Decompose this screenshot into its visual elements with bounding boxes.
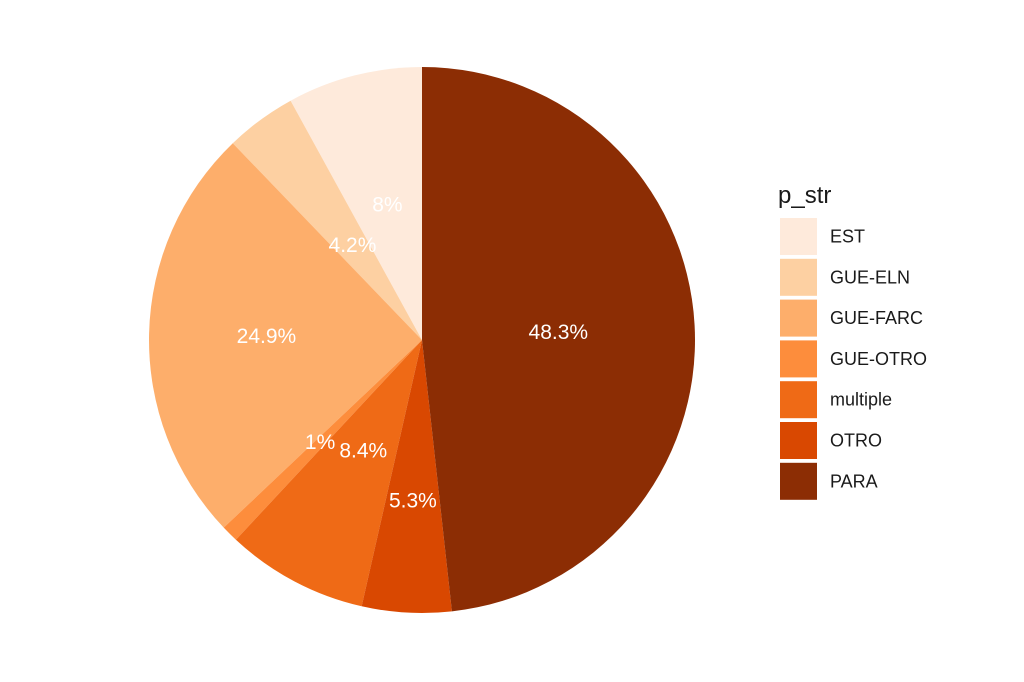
pie-slice-labels: 8% 4.2% 24.9% 1% 8.4% 5.3% 48.3% [237,194,588,513]
legend-label-gue-eln: GUE-ELN [830,267,910,287]
pie-slices [149,67,695,613]
legend: p_str EST GUE-ELN GUE-FARC GUE-OTRO multiple… [778,182,927,500]
slice-label-gue-eln: 4.2% [329,234,377,257]
slice-label-est: 8% [372,194,402,217]
pie-slice-gue-eln [232,100,422,340]
pie-slice-multiple [235,340,422,607]
legend-swatch-est [780,218,817,255]
legend-label-otro: OTRO [830,431,882,451]
legend-items: EST GUE-ELN GUE-FARC GUE-OTRO multiple OTRO PA… [780,218,927,500]
slice-label-para: 48.3% [529,321,589,344]
legend-title: p_str [778,182,831,209]
pie-slice-gue-farc [149,143,422,528]
legend-swatch-otro [780,422,817,459]
legend-swatch-gue-otro [780,340,817,378]
legend-label-multiple: multiple [830,390,892,410]
legend-label-para: PARA [830,471,878,491]
legend-swatch-para [780,462,817,500]
legend-label-gue-otro: GUE-OTRO [830,349,927,369]
pie-slice-est [290,67,422,340]
legend-label-gue-farc: GUE-FARC [830,308,923,328]
legend-swatch-gue-eln [780,258,817,296]
legend-label-est: EST [830,227,865,247]
slice-label-gue-farc: 24.9% [237,325,297,348]
pie-slice-gue-otro [223,340,422,540]
slice-label-gue-otro: 1% [305,431,335,454]
slice-label-otro: 5.3% [389,489,437,512]
pie-slice-para [422,67,695,612]
slice-label-multiple: 8.4% [339,440,387,463]
legend-swatch-multiple [780,381,817,419]
pie-slice-otro [361,340,452,613]
legend-swatch-gue-farc [780,299,817,337]
